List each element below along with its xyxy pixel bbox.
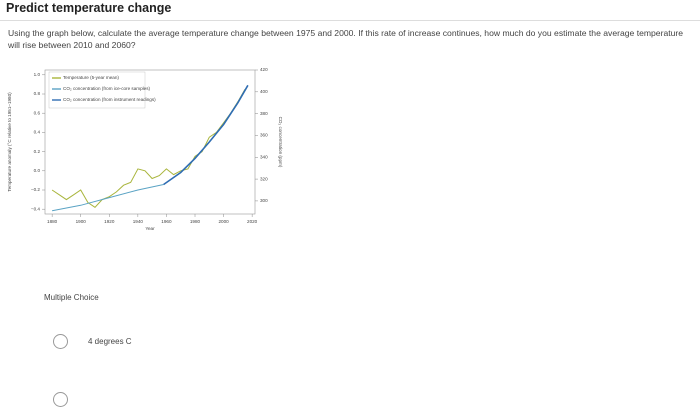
y2-tick-label: 340 xyxy=(260,154,268,159)
y2-tick-label: 400 xyxy=(260,89,268,94)
x-tick-label: 1880 xyxy=(47,219,58,224)
y-tick-label: 0.2 xyxy=(34,149,41,154)
y-tick-label: 1.0 xyxy=(34,72,41,77)
question-text: Using the graph below, calculate the ave… xyxy=(8,28,684,50)
x-tick-label: 2020 xyxy=(247,219,258,224)
y2-tick-label: 300 xyxy=(260,198,268,203)
y-tick-label: 0.6 xyxy=(34,110,41,115)
divider xyxy=(0,20,700,21)
y2-tick-label: 380 xyxy=(260,111,268,116)
y-tick-label: −0.2 xyxy=(31,187,41,192)
y-axis-label: Temperature anomaly (°C relative to 1951… xyxy=(7,92,12,192)
data-line xyxy=(51,88,246,208)
x-tick-label: 1900 xyxy=(76,219,87,224)
y2-tick-label: 320 xyxy=(260,176,268,181)
page-title: Predict temperature change xyxy=(6,1,172,15)
legend-label: CO₂ concentration (from ice-core samples… xyxy=(63,86,151,91)
plot-frame xyxy=(44,69,256,215)
y-tick-label: −0.4 xyxy=(31,206,41,211)
y2-tick-label: 360 xyxy=(260,133,268,138)
x-tick-label: 1980 xyxy=(190,219,201,224)
chart: −0.4 −0.2 0.0 0.2 0.4 0.6 0.8 1.0 300 320 340 360 38… xyxy=(7,67,283,231)
x-tick-label: 2000 xyxy=(218,219,229,224)
data-line xyxy=(163,84,249,186)
answer-type: Multiple Choice xyxy=(44,293,99,302)
legend-label: CO₂ concentration (from instrument readi… xyxy=(63,97,156,102)
x-tick-label: 1940 xyxy=(133,219,144,224)
x-tick-label: 1960 xyxy=(161,219,172,224)
y-tick-label: 0.0 xyxy=(34,168,41,173)
x-axis-label: Year xyxy=(145,226,155,231)
y2-tick-label: 420 xyxy=(260,67,268,72)
y-tick-label: 0.4 xyxy=(34,130,41,135)
y-tick-label: 0.8 xyxy=(34,91,41,96)
data-line xyxy=(52,184,164,212)
answer-option[interactable]: 4 degrees C xyxy=(88,337,132,346)
radio-button[interactable] xyxy=(53,392,68,407)
legend-box xyxy=(48,71,146,109)
radio-button[interactable] xyxy=(53,334,68,349)
x-tick-label: 1920 xyxy=(104,219,115,224)
y2-axis-label: CO₂ concentration (ppm) xyxy=(278,117,283,168)
legend-label: Temperature (5-year mean) xyxy=(63,75,119,80)
